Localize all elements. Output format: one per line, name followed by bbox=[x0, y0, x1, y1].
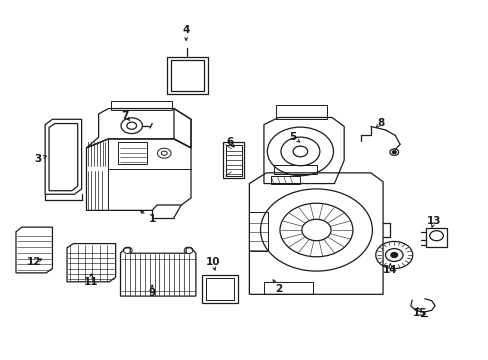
Bar bbox=[111, 102, 171, 111]
Circle shape bbox=[390, 252, 397, 257]
Bar bbox=[425, 228, 447, 247]
Text: 7: 7 bbox=[122, 111, 129, 121]
Text: 1: 1 bbox=[148, 214, 155, 224]
Text: 3: 3 bbox=[34, 154, 41, 163]
Bar bbox=[225, 145, 241, 176]
Text: 9: 9 bbox=[148, 288, 155, 297]
Circle shape bbox=[391, 151, 395, 154]
Bar bbox=[201, 275, 238, 303]
Bar bbox=[271, 176, 300, 184]
Text: 11: 11 bbox=[84, 277, 99, 287]
Text: 6: 6 bbox=[226, 138, 233, 148]
Text: 15: 15 bbox=[412, 308, 427, 318]
Circle shape bbox=[389, 149, 398, 156]
Text: 12: 12 bbox=[27, 257, 41, 267]
Text: 8: 8 bbox=[376, 118, 384, 128]
Text: 14: 14 bbox=[382, 265, 397, 275]
Bar bbox=[276, 105, 326, 119]
Bar bbox=[118, 143, 147, 164]
Bar bbox=[264, 282, 312, 294]
Text: 2: 2 bbox=[274, 284, 282, 294]
Bar bbox=[249, 212, 267, 251]
Text: 5: 5 bbox=[289, 132, 296, 142]
Text: 4: 4 bbox=[182, 25, 189, 35]
Bar bbox=[273, 165, 317, 174]
Bar bbox=[205, 278, 234, 300]
Bar bbox=[166, 57, 207, 94]
Bar bbox=[222, 143, 244, 178]
Bar bbox=[171, 60, 203, 91]
Text: 10: 10 bbox=[205, 257, 220, 267]
Text: 13: 13 bbox=[426, 216, 441, 226]
